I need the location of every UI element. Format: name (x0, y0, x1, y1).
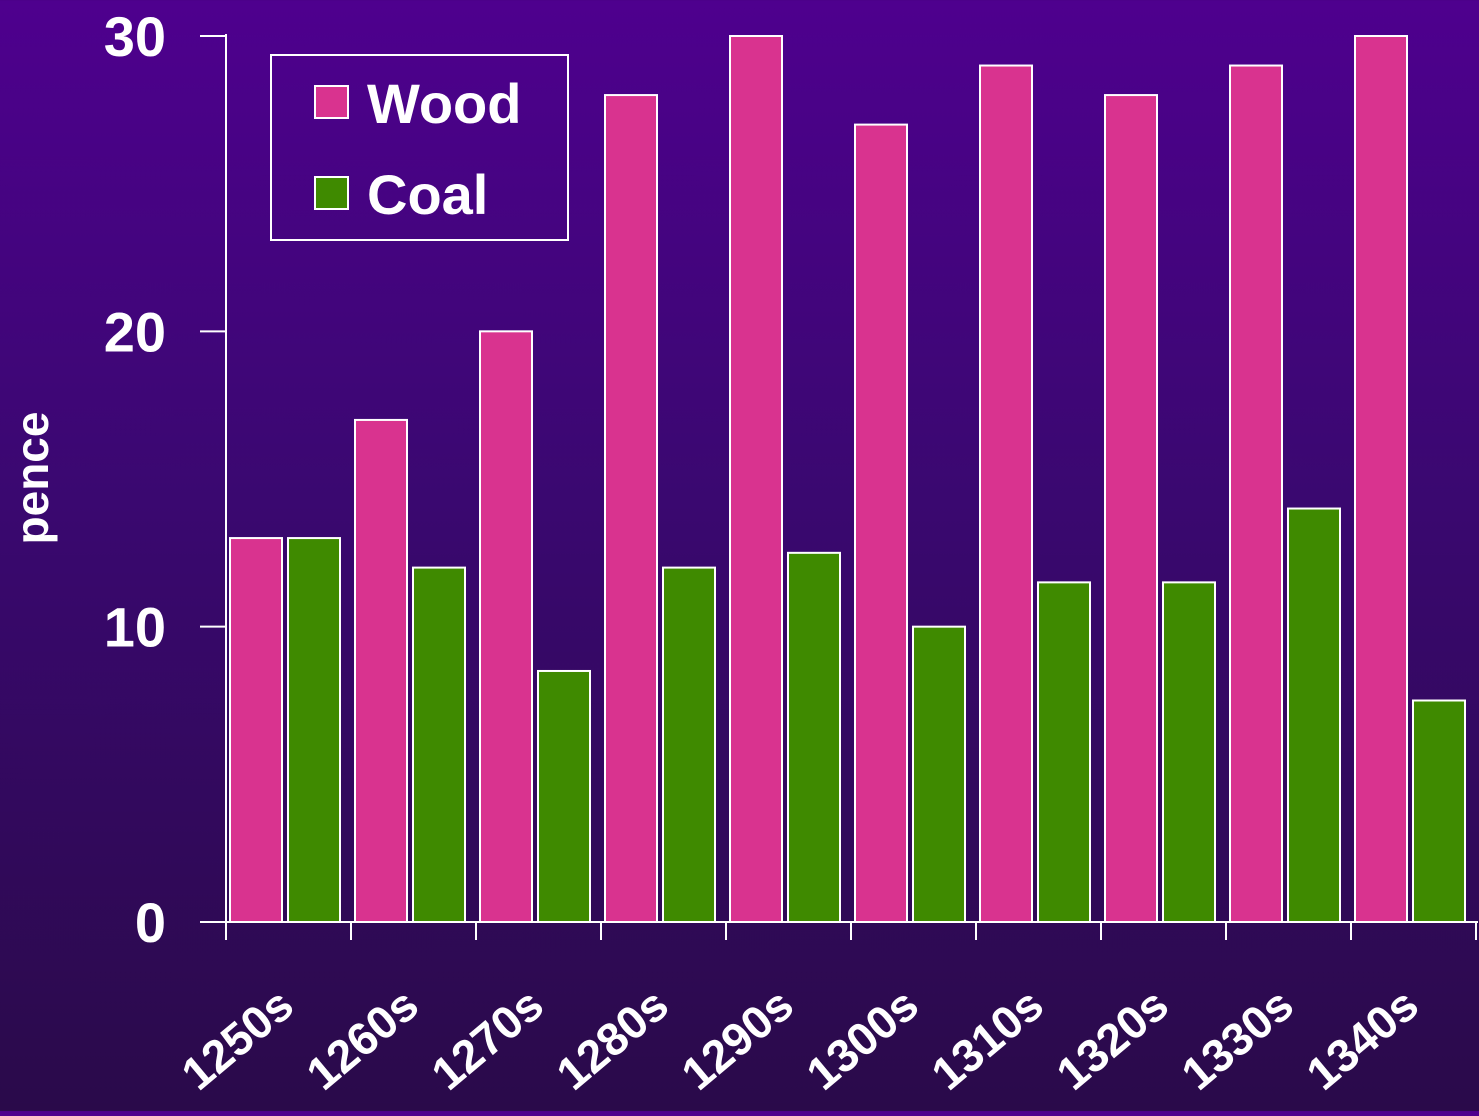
bar-coal-1260s (412, 566, 466, 923)
x-tick-label-1270s: 1270s (422, 978, 553, 1100)
bar-wood-1320s (1104, 94, 1158, 924)
x-tick-label-1290s: 1290s (672, 978, 803, 1100)
bar-wood-1340s (1354, 35, 1408, 923)
x-tick-label-1340s: 1340s (1297, 978, 1428, 1100)
x-tick-label-1250s: 1250s (172, 978, 303, 1100)
legend-label-wood: Wood (367, 72, 521, 135)
bar-wood-1280s (604, 94, 658, 924)
bar-coal-1320s (1162, 581, 1216, 923)
bar-wood-1250s (229, 537, 283, 923)
y-axis-label: pence (6, 412, 58, 545)
y-tick-label-0: 0 (135, 891, 166, 954)
bar-wood-1270s (479, 330, 533, 924)
legend-swatch-coal (314, 176, 349, 210)
bar-coal-1330s (1287, 507, 1341, 923)
bars-layer (229, 35, 1466, 924)
x-tick-label-1330s: 1330s (1172, 978, 1303, 1100)
legend-swatch-wood (314, 85, 349, 119)
legend-box (270, 54, 569, 241)
y-tick-label-20: 20 (104, 300, 166, 363)
bar-coal-1270s (537, 669, 591, 924)
x-tick-label-1300s: 1300s (797, 978, 928, 1100)
bar-coal-1290s (787, 551, 841, 923)
bar-wood-1310s (979, 64, 1033, 924)
legend-label-coal: Coal (367, 163, 488, 226)
y-tick-label-10: 10 (104, 596, 166, 659)
bar-wood-1330s (1229, 64, 1283, 924)
x-tick-label-1260s: 1260s (297, 978, 428, 1100)
bar-wood-1290s (729, 35, 783, 923)
y-tick-label-30: 30 (104, 5, 166, 68)
x-tick-label-1280s: 1280s (547, 978, 678, 1100)
legend: Wood Coal (270, 54, 569, 241)
x-tick-label-1310s: 1310s (922, 978, 1053, 1100)
x-tick-label-1320s: 1320s (1047, 978, 1178, 1100)
bar-coal-1250s (287, 537, 341, 923)
bar-coal-1340s (1412, 699, 1466, 923)
bar-coal-1280s (662, 566, 716, 923)
bar-wood-1260s (354, 418, 408, 923)
bar-wood-1300s (854, 123, 908, 924)
bar-coal-1300s (912, 625, 966, 924)
bar-coal-1310s (1037, 581, 1091, 923)
